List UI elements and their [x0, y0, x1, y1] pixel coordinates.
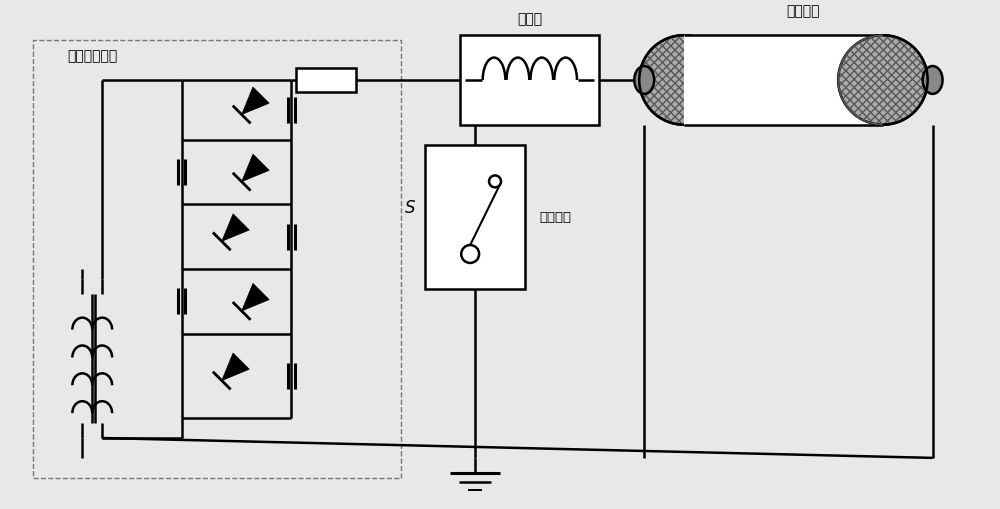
Ellipse shape: [923, 67, 943, 95]
Polygon shape: [242, 284, 269, 312]
Polygon shape: [222, 353, 249, 381]
Ellipse shape: [634, 67, 654, 95]
Bar: [684, 36, 883, 125]
Ellipse shape: [639, 36, 729, 125]
Polygon shape: [222, 214, 249, 242]
Ellipse shape: [838, 36, 928, 125]
Circle shape: [489, 176, 501, 188]
Text: S: S: [405, 199, 415, 216]
Text: 电抗器: 电抗器: [517, 12, 542, 26]
Polygon shape: [242, 88, 269, 116]
Bar: [296, 68, 356, 93]
Polygon shape: [242, 155, 269, 182]
Text: 测试电缆: 测试电缆: [787, 4, 820, 18]
Text: 直流充电回路: 直流充电回路: [67, 49, 118, 63]
Bar: [460, 36, 599, 125]
Bar: [33, 41, 401, 478]
Text: 控制信号: 控制信号: [540, 211, 572, 224]
Bar: [425, 145, 525, 289]
Circle shape: [461, 245, 479, 264]
